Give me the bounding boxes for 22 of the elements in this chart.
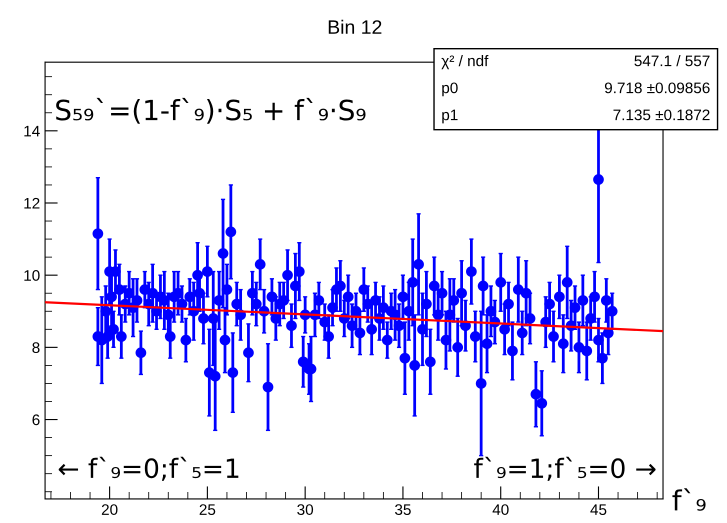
x-tick-label: 40: [492, 504, 509, 516]
y-tick-label: 10: [24, 270, 40, 281]
x-tick-label: 30: [297, 504, 314, 516]
chart-title: Bin 12: [328, 20, 382, 34]
annotation: ← f`₉=0;f`₅=1: [58, 456, 238, 481]
annotation: 7.135 ±0.1872: [613, 109, 710, 120]
annotation: χ² / ndf: [441, 55, 488, 70]
x-axis-title: f`₉: [672, 488, 706, 511]
x-tick-label: 25: [200, 504, 216, 516]
y-tick-label: 8: [32, 342, 40, 354]
y-tick-label: 14: [24, 126, 40, 136]
y-tick-label: 6: [32, 414, 40, 426]
annotation: p0: [442, 82, 458, 96]
annotation: 9.718 ±0.09856: [604, 82, 710, 94]
x-tick-label: 20: [102, 504, 118, 516]
annotation: S₅₉`=(1-f`₉)·S₅ + f`₉·S₉: [56, 98, 366, 124]
x-tick-label: 45: [590, 504, 606, 516]
annotation: p1: [442, 110, 458, 124]
y-tick-label: 12: [24, 198, 40, 209]
x-tick-label: 35: [395, 504, 411, 516]
annotation: 547.1 / 557: [634, 55, 710, 66]
annotation: f`₉=1;f`₅=0 →: [474, 456, 656, 481]
